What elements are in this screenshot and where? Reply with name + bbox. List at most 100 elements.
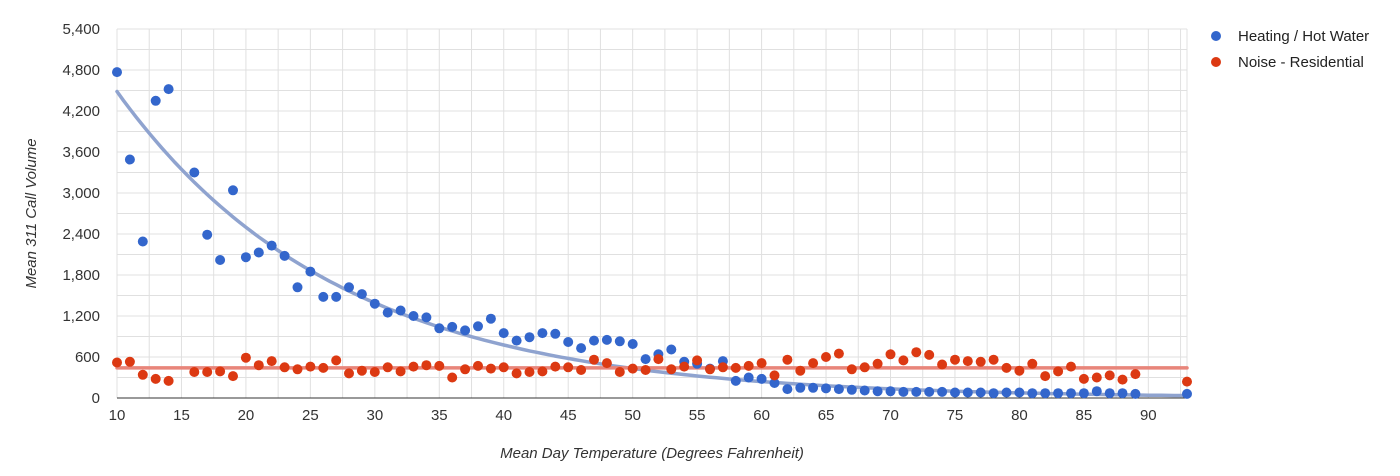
data-point-heating[interactable] <box>266 240 277 251</box>
data-point-noise[interactable] <box>601 358 612 369</box>
data-point-heating[interactable] <box>408 311 419 321</box>
data-point-noise[interactable] <box>743 360 754 371</box>
data-point-noise[interactable] <box>730 362 741 373</box>
data-point-heating[interactable] <box>1040 388 1051 399</box>
data-point-heating[interactable] <box>1001 387 1012 398</box>
data-point-noise[interactable] <box>473 360 483 371</box>
data-point-heating[interactable] <box>1014 387 1025 398</box>
data-point-noise[interactable] <box>589 354 599 365</box>
data-point-noise[interactable] <box>460 364 471 375</box>
data-point-noise[interactable] <box>163 375 174 386</box>
data-point-heating[interactable] <box>292 282 303 293</box>
data-point-noise[interactable] <box>782 354 793 365</box>
data-point-heating[interactable] <box>447 321 458 332</box>
data-point-noise[interactable] <box>872 358 883 369</box>
data-point-noise[interactable] <box>1130 369 1141 380</box>
data-point-noise[interactable] <box>202 367 213 377</box>
data-point-heating[interactable] <box>240 252 251 263</box>
data-point-heating[interactable] <box>769 378 780 388</box>
data-point-noise[interactable] <box>292 364 303 375</box>
data-point-noise[interactable] <box>1066 361 1076 372</box>
data-point-noise[interactable] <box>421 360 432 371</box>
data-point-heating[interactable] <box>305 266 316 277</box>
data-point-noise[interactable] <box>937 359 948 370</box>
data-point-noise[interactable] <box>898 355 909 366</box>
data-point-noise[interactable] <box>369 367 380 377</box>
data-point-noise[interactable] <box>1091 372 1102 383</box>
data-point-noise[interactable] <box>524 367 535 377</box>
data-point-noise[interactable] <box>189 367 200 377</box>
data-point-heating[interactable] <box>382 307 393 318</box>
data-point-noise[interactable] <box>1104 370 1115 381</box>
data-point-heating[interactable] <box>846 384 857 395</box>
data-point-noise[interactable] <box>679 361 690 372</box>
data-point-heating[interactable] <box>356 289 367 300</box>
data-point-heating[interactable] <box>215 255 226 265</box>
data-point-noise[interactable] <box>1053 366 1064 377</box>
data-point-noise[interactable] <box>1001 362 1012 373</box>
data-point-heating[interactable] <box>756 373 767 384</box>
data-point-heating[interactable] <box>627 339 638 349</box>
data-point-heating[interactable] <box>1182 388 1192 399</box>
data-point-noise[interactable] <box>821 352 831 362</box>
data-point-noise[interactable] <box>447 372 458 383</box>
data-point-heating[interactable] <box>253 247 264 258</box>
data-point-heating[interactable] <box>975 387 986 398</box>
data-point-noise[interactable] <box>305 361 316 372</box>
data-point-noise[interactable] <box>614 367 625 377</box>
data-point-noise[interactable] <box>150 373 161 384</box>
data-point-noise[interactable] <box>859 362 870 373</box>
data-point-noise[interactable] <box>988 354 999 365</box>
data-point-noise[interactable] <box>911 347 922 358</box>
data-point-noise[interactable] <box>576 365 587 375</box>
data-point-heating[interactable] <box>1091 386 1102 397</box>
data-point-heating[interactable] <box>421 312 432 323</box>
data-point-heating[interactable] <box>988 388 999 399</box>
data-point-heating[interactable] <box>524 332 535 343</box>
data-point-heating[interactable] <box>795 382 806 393</box>
data-point-noise[interactable] <box>408 361 419 372</box>
data-point-heating[interactable] <box>640 354 651 365</box>
legend-item-heating[interactable]: Heating / Hot Water <box>1211 28 1369 45</box>
data-point-noise[interactable] <box>112 357 122 368</box>
data-point-heating[interactable] <box>460 325 471 336</box>
data-point-noise[interactable] <box>1117 374 1128 385</box>
data-point-heating[interactable] <box>589 335 599 346</box>
data-point-noise[interactable] <box>382 362 393 373</box>
data-point-noise[interactable] <box>846 364 857 375</box>
data-point-heating[interactable] <box>369 298 380 309</box>
data-point-heating[interactable] <box>434 323 445 334</box>
data-point-noise[interactable] <box>692 355 703 366</box>
data-point-noise[interactable] <box>653 354 664 365</box>
data-point-noise[interactable] <box>1014 365 1025 376</box>
data-point-heating[interactable] <box>537 328 548 339</box>
data-point-noise[interactable] <box>395 366 406 377</box>
data-point-noise[interactable] <box>537 366 548 377</box>
data-point-heating[interactable] <box>937 386 948 397</box>
data-point-heating[interactable] <box>808 382 819 393</box>
data-point-noise[interactable] <box>550 361 561 372</box>
data-point-noise[interactable] <box>795 365 806 376</box>
data-point-noise[interactable] <box>924 349 935 360</box>
data-point-heating[interactable] <box>318 291 329 302</box>
data-point-heating[interactable] <box>279 250 290 261</box>
data-point-noise[interactable] <box>344 368 354 379</box>
data-point-noise[interactable] <box>253 360 264 371</box>
data-point-noise[interactable] <box>769 370 780 381</box>
data-point-heating[interactable] <box>730 375 741 386</box>
data-point-heating[interactable] <box>898 386 909 397</box>
data-point-noise[interactable] <box>215 366 226 377</box>
data-point-heating[interactable] <box>962 387 973 398</box>
data-point-noise[interactable] <box>331 355 342 366</box>
data-point-noise[interactable] <box>434 360 445 371</box>
data-point-heating[interactable] <box>614 336 625 347</box>
data-point-heating[interactable] <box>821 383 831 394</box>
data-point-noise[interactable] <box>124 356 135 367</box>
data-point-noise[interactable] <box>563 362 574 373</box>
data-point-noise[interactable] <box>485 363 496 374</box>
data-point-noise[interactable] <box>1027 358 1038 369</box>
data-point-heating[interactable] <box>859 385 870 396</box>
data-point-heating[interactable] <box>743 372 754 383</box>
data-point-noise[interactable] <box>717 362 728 373</box>
data-point-noise[interactable] <box>356 365 367 376</box>
